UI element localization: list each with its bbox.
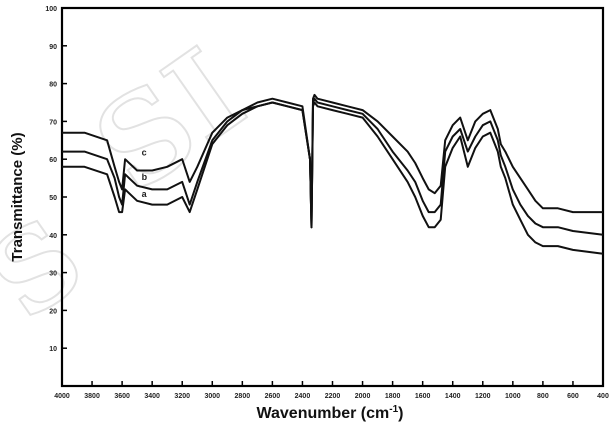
x-tick-label: 1200 (475, 393, 491, 400)
x-tick-label: 2600 (265, 393, 281, 400)
x-axis-title-text: Wavenumber (cm (256, 405, 389, 422)
x-tick-label: 1400 (445, 393, 461, 400)
series-layer (62, 93, 604, 255)
x-tick-label: 1000 (505, 393, 521, 400)
x-tick-label: 2000 (355, 393, 371, 400)
x-tick-label: 2200 (325, 393, 341, 400)
x-tick-label: 3600 (114, 393, 130, 400)
series-line-c (62, 93, 603, 229)
curve-label-c: c (142, 147, 147, 157)
x-tick-label: 400 (597, 393, 609, 400)
series-line-b (62, 97, 604, 236)
y-tick-label: 70 (49, 119, 57, 126)
x-tick-label: 800 (537, 393, 549, 400)
y-tick-label: 30 (49, 271, 57, 278)
x-tick-label: 4000 (54, 393, 70, 400)
y-tick-label: 80 (49, 82, 57, 89)
x-axis-title-close: ) (398, 405, 403, 422)
x-axis-title: Wavenumber (cm-1) (256, 404, 403, 422)
y-axis-ticks: 10 20 30 40 50 60 70 80 90 100 (45, 6, 67, 353)
svg-text:SI: SI (70, 22, 268, 219)
x-tick-label: 1800 (385, 393, 401, 400)
y-tick-label: 20 (49, 308, 57, 315)
x-tick-label: 1600 (415, 393, 431, 400)
y-tick-label: 50 (49, 195, 57, 202)
series-line-a (62, 101, 604, 255)
curve-label-a: a (142, 189, 148, 199)
curve-labels: ab c (142, 147, 148, 199)
x-tick-label: 2400 (295, 393, 311, 400)
x-tick-label: 2800 (235, 393, 251, 400)
y-tick-label: 100 (45, 6, 57, 13)
y-tick-label: 10 (49, 346, 57, 353)
y-tick-label: 60 (49, 157, 57, 164)
x-tick-label: 3400 (144, 393, 160, 400)
x-axis-title-sup: -1 (389, 404, 398, 415)
x-tick-label: 3200 (174, 393, 190, 400)
x-axis-ticks: 4000 3800 3600 3400 3200 3000 2800 2600 2400 2200… (54, 381, 609, 400)
y-tick-label: 90 (49, 44, 57, 51)
x-tick-label: 600 (567, 393, 579, 400)
curve-label-b: b (142, 172, 148, 182)
y-axis-title: Transmittance (%) (9, 132, 26, 261)
x-tick-label: 3800 (84, 393, 100, 400)
x-tick-label: 3000 (204, 393, 220, 400)
y-tick-label: 40 (49, 233, 57, 240)
